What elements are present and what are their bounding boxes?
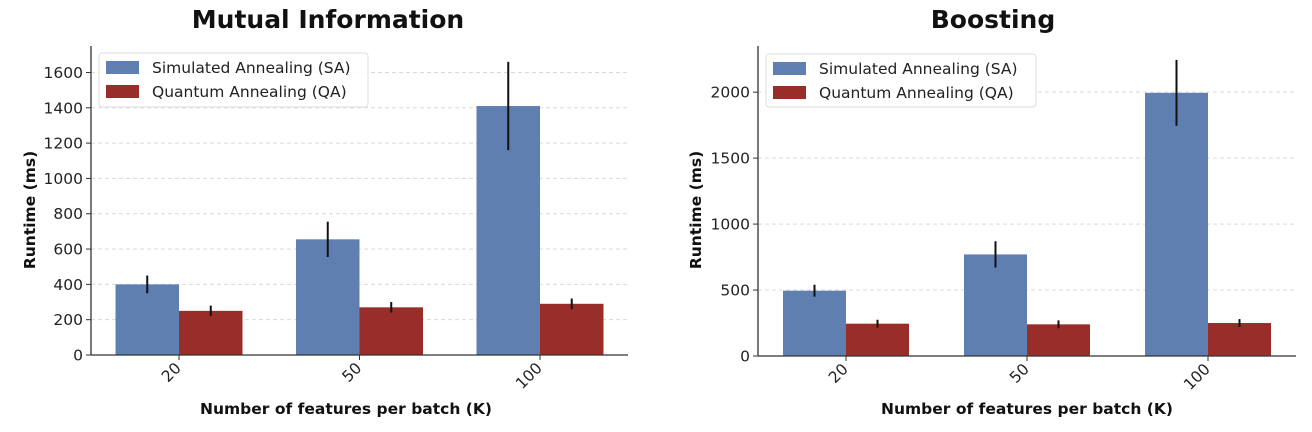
chart-mutual-information: Mutual Information Number of features pe… bbox=[21, 5, 628, 418]
y-tick-label: 1000 bbox=[44, 170, 83, 188]
y-tick-label: 1600 bbox=[44, 64, 83, 82]
y-tick-label: 800 bbox=[53, 205, 83, 223]
y-tick-label: 0 bbox=[740, 348, 750, 366]
bar-qa-100 bbox=[1208, 323, 1271, 356]
y-axis-label: Runtime (ms) bbox=[687, 151, 705, 269]
bar-sa-20 bbox=[783, 290, 846, 356]
y-tick-label: 1400 bbox=[44, 99, 83, 117]
bar-sa-50 bbox=[964, 254, 1027, 356]
x-ticks: 20 50 100 bbox=[158, 355, 546, 393]
x-axis-label: Number of features per batch (K) bbox=[881, 400, 1173, 418]
legend: Simulated Annealing (SA) Quantum Anneali… bbox=[765, 53, 1037, 108]
y-tick-label: 1000 bbox=[711, 216, 750, 234]
legend-label-sa: Simulated Annealing (SA) bbox=[152, 59, 351, 77]
legend: Simulated Annealing (SA) Quantum Anneali… bbox=[98, 52, 369, 108]
x-tick-label: 50 bbox=[339, 359, 366, 386]
y-tick-label: 1200 bbox=[44, 135, 83, 153]
chart-boosting: Boosting Number of features per batch (K… bbox=[687, 5, 1296, 418]
x-tick-label: 20 bbox=[158, 359, 185, 386]
legend-label-qa: Quantum Annealing (QA) bbox=[819, 84, 1014, 102]
x-tick-label: 100 bbox=[512, 359, 546, 393]
legend-swatch-sa bbox=[773, 62, 806, 75]
bar-sa-100 bbox=[1145, 92, 1208, 357]
chart-title: Mutual Information bbox=[192, 5, 464, 34]
x-tick-label: 20 bbox=[825, 360, 852, 387]
bar-qa-50 bbox=[1027, 324, 1090, 356]
legend-frame bbox=[98, 52, 369, 108]
legend-swatch-qa bbox=[106, 85, 139, 98]
y-tick-label: 500 bbox=[720, 282, 750, 300]
legend-swatch-sa bbox=[106, 61, 139, 74]
x-ticks: 20 50 100 bbox=[825, 356, 1214, 394]
y-tick-label: 2000 bbox=[711, 84, 750, 102]
x-tick-label: 100 bbox=[1180, 360, 1214, 394]
y-tick-label: 0 bbox=[73, 347, 83, 365]
y-tick-label: 1500 bbox=[711, 150, 750, 168]
y-tick-label: 200 bbox=[53, 311, 83, 329]
y-axis-label: Runtime (ms) bbox=[21, 151, 39, 269]
bars bbox=[115, 61, 604, 355]
bar-qa-50 bbox=[359, 307, 423, 355]
legend-label-qa: Quantum Annealing (QA) bbox=[152, 83, 347, 101]
bar-qa-20 bbox=[179, 310, 243, 355]
y-ticks: 0 500 1000 1500 2000 bbox=[711, 84, 758, 366]
bar-sa-20 bbox=[115, 284, 179, 355]
x-axis-label: Number of features per batch (K) bbox=[200, 400, 492, 418]
legend-swatch-qa bbox=[773, 86, 806, 99]
chart-title: Boosting bbox=[931, 5, 1056, 34]
y-tick-label: 400 bbox=[53, 276, 83, 294]
bars bbox=[783, 59, 1271, 357]
bar-qa-100 bbox=[540, 303, 604, 355]
bar-sa-50 bbox=[296, 239, 360, 355]
bar-qa-20 bbox=[846, 323, 909, 356]
legend-label-sa: Simulated Annealing (SA) bbox=[819, 60, 1018, 78]
x-tick-label: 50 bbox=[1006, 360, 1033, 387]
y-ticks: 0 200 400 600 800 1000 1200 1400 1600 bbox=[44, 64, 91, 365]
legend-frame bbox=[765, 53, 1037, 108]
y-tick-label: 600 bbox=[53, 241, 83, 259]
